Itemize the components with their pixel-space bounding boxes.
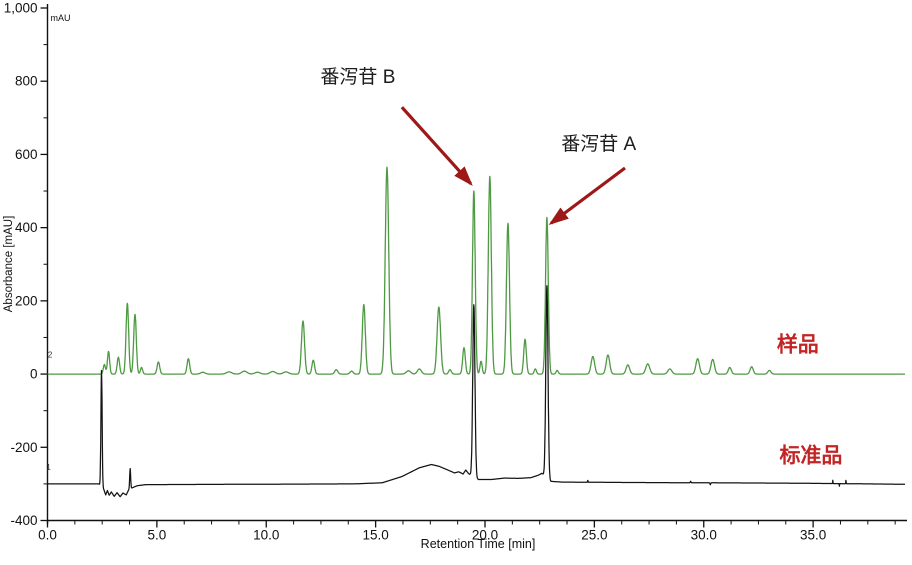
- y-unit-label: mAU: [51, 13, 71, 23]
- y-tick-label: 400: [15, 220, 38, 235]
- y-tick-label: 0: [30, 367, 38, 382]
- sennoside-b-label: 番泻苷 B: [320, 66, 395, 88]
- y-tick-label: 600: [15, 147, 38, 162]
- x-tick-label: 20.0: [472, 528, 498, 543]
- x-tick-label: 0.0: [38, 528, 57, 543]
- sample-trace: [47, 166, 906, 375]
- x-tick-label: 30.0: [691, 528, 717, 543]
- standard-series-label: 标准品: [779, 444, 842, 468]
- x-tick-label: 10.0: [253, 528, 279, 543]
- x-tick-label: 15.0: [362, 528, 388, 543]
- x-tick-label: 5.0: [147, 528, 166, 543]
- sennoside-a-label: 番泻苷 A: [561, 133, 636, 155]
- sample-series-label: 样品: [777, 332, 819, 356]
- trace-2-marker: 2: [48, 351, 53, 360]
- x-tick-label: 25.0: [581, 528, 607, 543]
- x-axis-title: Retention Time [min]: [421, 537, 536, 551]
- x-tick-label: 35.0: [800, 528, 826, 543]
- y-tick-label: -400: [10, 513, 37, 528]
- y-tick-label: 800: [15, 74, 38, 89]
- sennoside-a-arrow: [548, 166, 626, 226]
- y-axis-title: Absorbance [mAU]: [3, 216, 15, 313]
- y-tick-label: -200: [10, 440, 37, 455]
- trace-1-marker: 1: [46, 463, 51, 472]
- y-tick-label: 1,000: [4, 1, 38, 16]
- y-tick-label: 200: [15, 293, 38, 308]
- sennoside-b-arrow: [400, 106, 473, 186]
- standard-trace: [47, 285, 906, 498]
